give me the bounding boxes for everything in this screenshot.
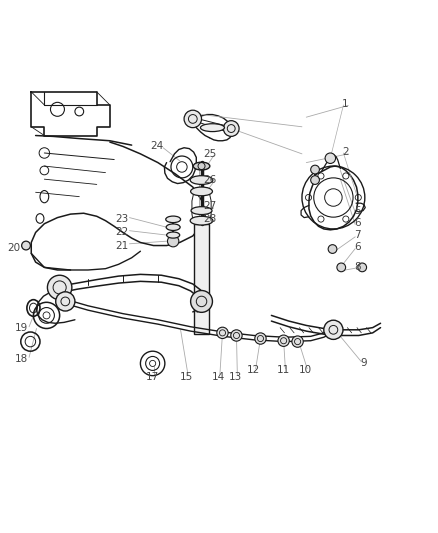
Ellipse shape: [191, 187, 212, 196]
Text: 11: 11: [277, 366, 290, 375]
Circle shape: [56, 292, 75, 311]
Text: 1: 1: [343, 99, 349, 109]
Text: 17: 17: [146, 372, 159, 382]
Text: 15: 15: [180, 372, 193, 382]
Circle shape: [47, 275, 72, 300]
Ellipse shape: [193, 162, 210, 170]
Text: 26: 26: [204, 175, 217, 185]
Circle shape: [231, 330, 242, 341]
Text: 12: 12: [247, 366, 261, 375]
Circle shape: [324, 320, 343, 340]
Ellipse shape: [166, 216, 180, 223]
Ellipse shape: [190, 176, 213, 184]
Text: 9: 9: [360, 358, 367, 368]
Ellipse shape: [201, 124, 224, 132]
Circle shape: [255, 333, 266, 344]
Text: 25: 25: [204, 149, 217, 159]
Text: 10: 10: [299, 366, 312, 375]
Circle shape: [191, 290, 212, 312]
Text: 6: 6: [354, 242, 361, 252]
Circle shape: [311, 165, 319, 174]
Circle shape: [328, 245, 337, 253]
Text: 18: 18: [15, 354, 28, 364]
Text: 28: 28: [204, 214, 217, 224]
Text: 21: 21: [116, 240, 129, 251]
Circle shape: [21, 241, 30, 250]
Circle shape: [311, 176, 319, 184]
Circle shape: [325, 153, 336, 164]
Ellipse shape: [166, 224, 180, 230]
Circle shape: [358, 263, 367, 272]
Circle shape: [184, 110, 201, 128]
Ellipse shape: [190, 216, 213, 225]
Text: 22: 22: [116, 228, 129, 237]
Text: 20: 20: [7, 243, 20, 253]
Text: 19: 19: [15, 324, 28, 334]
Text: 27: 27: [204, 201, 217, 211]
Ellipse shape: [191, 207, 212, 215]
Text: 6: 6: [354, 218, 361, 228]
Bar: [194, 224, 209, 334]
Text: 5: 5: [354, 206, 361, 216]
Text: 24: 24: [150, 141, 164, 151]
Circle shape: [223, 120, 239, 136]
Text: 2: 2: [343, 147, 349, 157]
Text: 13: 13: [229, 372, 242, 382]
Text: 23: 23: [116, 214, 129, 224]
Text: 14: 14: [212, 372, 225, 382]
Circle shape: [278, 335, 289, 346]
Ellipse shape: [166, 232, 180, 238]
Circle shape: [292, 336, 303, 348]
Text: 8: 8: [354, 262, 361, 271]
Circle shape: [217, 327, 228, 338]
Text: 7: 7: [354, 230, 361, 240]
Circle shape: [337, 263, 346, 272]
Circle shape: [167, 236, 179, 247]
